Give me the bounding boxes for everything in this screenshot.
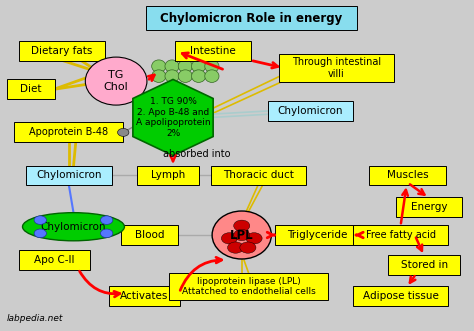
- FancyBboxPatch shape: [395, 197, 462, 217]
- FancyBboxPatch shape: [19, 250, 90, 270]
- Text: Through intestinal
villi: Through intestinal villi: [292, 57, 381, 79]
- Text: Apoprotein B-48: Apoprotein B-48: [29, 127, 108, 137]
- Text: labpedia.net: labpedia.net: [7, 314, 64, 323]
- Text: Adipose tissue: Adipose tissue: [363, 291, 438, 301]
- Text: Chylomicron Role in energy: Chylomicron Role in energy: [160, 12, 342, 25]
- Ellipse shape: [191, 70, 206, 82]
- Text: Apo C-II: Apo C-II: [34, 255, 75, 265]
- Circle shape: [221, 233, 237, 244]
- FancyBboxPatch shape: [137, 166, 199, 185]
- Circle shape: [118, 128, 129, 136]
- Text: Energy: Energy: [410, 202, 447, 212]
- Text: Muscles: Muscles: [387, 170, 428, 180]
- Ellipse shape: [178, 60, 192, 72]
- Ellipse shape: [165, 60, 179, 72]
- Ellipse shape: [205, 70, 219, 82]
- FancyBboxPatch shape: [26, 166, 111, 185]
- FancyBboxPatch shape: [274, 225, 360, 245]
- Circle shape: [246, 233, 262, 244]
- FancyBboxPatch shape: [109, 286, 180, 306]
- Text: Lymph: Lymph: [151, 170, 185, 180]
- Text: LPL: LPL: [230, 228, 254, 242]
- Circle shape: [34, 216, 46, 224]
- Ellipse shape: [212, 211, 271, 259]
- Text: Stored in: Stored in: [401, 260, 448, 270]
- Text: absorbed into: absorbed into: [163, 149, 230, 159]
- FancyBboxPatch shape: [175, 41, 251, 61]
- Text: Dietary fats: Dietary fats: [31, 46, 92, 56]
- Circle shape: [34, 229, 46, 238]
- FancyBboxPatch shape: [279, 54, 393, 82]
- Text: Intestine: Intestine: [191, 46, 236, 56]
- Text: Free fatty acid: Free fatty acid: [365, 230, 436, 240]
- FancyBboxPatch shape: [210, 166, 306, 185]
- Ellipse shape: [191, 60, 206, 72]
- Circle shape: [100, 216, 113, 224]
- Ellipse shape: [178, 70, 192, 82]
- Text: Chylomicron: Chylomicron: [41, 222, 106, 232]
- Text: 1. TG 90%
2. Apo B-48 and
A apolipoprotein
2%: 1. TG 90% 2. Apo B-48 and A apolipoprote…: [136, 97, 210, 138]
- Circle shape: [228, 242, 244, 253]
- FancyBboxPatch shape: [388, 255, 460, 275]
- FancyBboxPatch shape: [353, 225, 448, 245]
- Ellipse shape: [165, 70, 179, 82]
- Ellipse shape: [23, 213, 124, 241]
- FancyBboxPatch shape: [146, 6, 357, 30]
- Text: Chylomicron: Chylomicron: [36, 170, 101, 180]
- Text: TG
Chol: TG Chol: [104, 70, 128, 92]
- FancyBboxPatch shape: [19, 41, 104, 61]
- Circle shape: [100, 229, 113, 238]
- Circle shape: [234, 220, 250, 231]
- Text: Activates: Activates: [120, 291, 169, 301]
- Circle shape: [240, 242, 256, 253]
- Ellipse shape: [152, 60, 166, 72]
- Polygon shape: [133, 79, 213, 156]
- FancyBboxPatch shape: [120, 225, 178, 245]
- Text: Triglyceride: Triglyceride: [287, 230, 348, 240]
- FancyBboxPatch shape: [169, 273, 328, 300]
- FancyBboxPatch shape: [14, 122, 123, 142]
- Text: lipoprotein lipase (LPL)
Attatched to endothelial cells: lipoprotein lipase (LPL) Attatched to en…: [182, 277, 316, 296]
- FancyBboxPatch shape: [370, 166, 446, 185]
- Text: Diet: Diet: [20, 84, 42, 94]
- Ellipse shape: [152, 70, 166, 82]
- Text: Thoracic duct: Thoracic duct: [223, 170, 294, 180]
- FancyBboxPatch shape: [353, 286, 448, 306]
- FancyBboxPatch shape: [7, 79, 55, 99]
- Ellipse shape: [205, 60, 219, 72]
- Circle shape: [234, 229, 250, 241]
- FancyBboxPatch shape: [267, 101, 353, 121]
- Text: Blood: Blood: [135, 230, 164, 240]
- Ellipse shape: [85, 57, 147, 105]
- Text: Chylomicron: Chylomicron: [278, 106, 343, 116]
